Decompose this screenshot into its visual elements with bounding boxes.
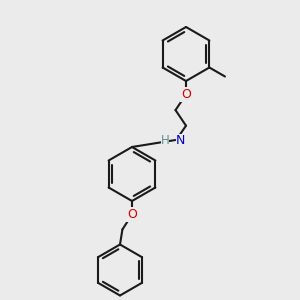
Text: O: O — [127, 208, 137, 221]
Text: N: N — [176, 134, 185, 147]
Text: O: O — [181, 88, 191, 101]
Text: H: H — [161, 134, 170, 147]
